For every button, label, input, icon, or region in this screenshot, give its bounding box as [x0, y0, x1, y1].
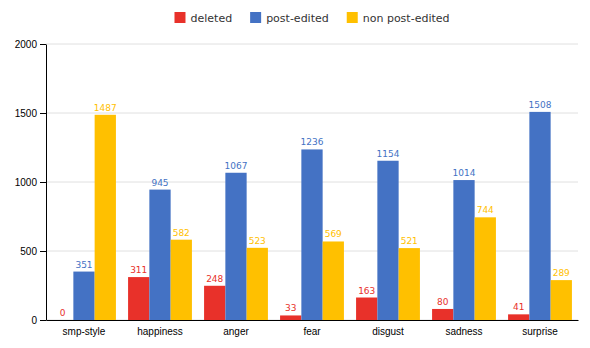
data-label: 569 [325, 229, 342, 239]
x-axis: smp-style happiness anger fear disgust sadnes… [47, 320, 579, 337]
data-label: 0 [60, 308, 66, 318]
y-tick-label: 1000 [15, 177, 38, 188]
y-tick-label: 500 [20, 246, 37, 257]
x-tick-label: anger [223, 326, 249, 337]
data-label: 523 [249, 236, 266, 246]
data-label: 351 [75, 260, 92, 270]
x-tick: sadness [445, 320, 482, 337]
y-tick-label: 2000 [15, 39, 38, 50]
bar [280, 315, 301, 320]
bar [128, 277, 149, 320]
bar [171, 240, 192, 320]
legend-item: non post-edited [347, 12, 450, 25]
plot-area: 0 311 248 33 163 80 41 351 945 1067 1236 1154 1014 15… [15, 39, 579, 337]
x-tick-label: surprise [522, 326, 558, 337]
x-tick-label: disgust [372, 326, 404, 337]
y-tick-label: 1500 [15, 108, 38, 119]
data-label: 521 [401, 236, 418, 246]
data-label: 1067 [225, 161, 248, 171]
bar-series [95, 115, 572, 320]
bar [247, 248, 268, 320]
legend-swatch [174, 12, 185, 23]
data-label: 311 [130, 265, 147, 275]
y-tick-mark [40, 320, 46, 321]
legend-label: deleted [190, 12, 232, 25]
bar [95, 115, 116, 320]
data-label: 1014 [453, 168, 476, 178]
axis-line [46, 45, 47, 321]
y-tick-mark [40, 44, 46, 45]
legend-label: post-edited [266, 12, 329, 25]
data-label: 945 [151, 178, 168, 188]
legend-swatch [347, 12, 358, 23]
bar [204, 286, 225, 320]
bar [301, 149, 322, 320]
legend-label: non post-edited [363, 12, 450, 25]
chart: 0 311 248 33 163 80 41 351 945 1067 1236 1154 1014 15… [0, 0, 590, 348]
bar [453, 180, 474, 320]
y-tick-mark [40, 113, 46, 114]
data-label: 33 [285, 303, 296, 313]
data-label: 163 [358, 286, 375, 296]
data-labels: 0 311 248 33 163 80 41 351 945 1067 1236 1154 1014 15… [60, 100, 570, 318]
bar [356, 298, 377, 320]
data-label: 289 [553, 268, 570, 278]
legend-swatch [250, 12, 261, 23]
x-tick-label: smp-style [63, 326, 106, 337]
bar [73, 272, 94, 320]
grid [46, 44, 578, 320]
legend-item: post-edited [250, 12, 329, 25]
y-tick-mark [40, 251, 46, 252]
y-tick: 2000 [15, 39, 46, 50]
data-label: 1487 [94, 103, 117, 113]
y-axis: 0 500 1000 1500 2000 [15, 39, 47, 326]
data-label: 582 [173, 228, 190, 238]
bar [323, 241, 344, 320]
bar [377, 161, 398, 320]
x-tick: smp-style [63, 320, 106, 337]
grid-line [46, 44, 578, 45]
bar [551, 280, 572, 320]
bar [529, 112, 550, 320]
y-tick-mark [40, 182, 46, 183]
legend: deleted post-edited non post-edited [174, 12, 449, 25]
x-tick-label: happiness [137, 326, 183, 337]
data-label: 1508 [529, 100, 552, 110]
bar [225, 173, 246, 320]
bar [432, 309, 453, 320]
bar [399, 248, 420, 320]
legend-item: deleted [174, 12, 232, 25]
bars [73, 112, 572, 320]
data-label: 80 [437, 297, 449, 307]
grid-line [46, 113, 578, 114]
axis-line [47, 320, 579, 321]
x-tick: disgust [372, 320, 404, 337]
bar-series [73, 112, 550, 320]
bar [52, 320, 73, 321]
data-label: 1154 [377, 149, 400, 159]
data-label: 1236 [301, 137, 324, 147]
data-label: 744 [477, 205, 494, 215]
y-tick-label: 0 [31, 315, 37, 326]
x-tick: happiness [137, 320, 183, 337]
x-tick: fear [303, 320, 321, 337]
x-tick: anger [223, 320, 249, 337]
y-tick: 500 [20, 246, 46, 257]
x-tick-label: fear [303, 326, 321, 337]
bar [475, 217, 496, 320]
bar [508, 314, 529, 320]
data-label: 248 [206, 274, 223, 284]
bar [149, 190, 170, 320]
data-label: 41 [513, 302, 524, 312]
x-tick: surprise [522, 320, 558, 337]
y-tick: 1500 [15, 108, 46, 119]
x-tick-label: sadness [445, 326, 482, 337]
y-tick: 1000 [15, 177, 46, 188]
y-tick: 0 [31, 315, 46, 326]
